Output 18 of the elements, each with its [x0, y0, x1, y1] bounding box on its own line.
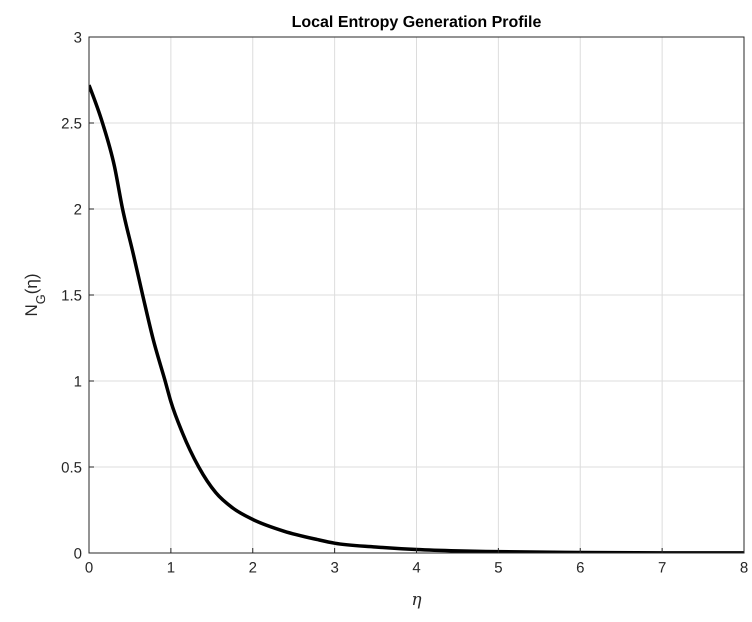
x-tick-label: 0: [84, 560, 94, 577]
y-tick-label: 1: [74, 373, 82, 390]
x-tick-label: 5: [494, 560, 503, 577]
x-tick-label: 7: [658, 560, 666, 577]
x-tick-label: 3: [330, 560, 339, 577]
chart-title: Local Entropy Generation Profile: [292, 14, 542, 31]
y-tick-label: 0.5: [61, 459, 82, 476]
x-tick-label: 4: [412, 560, 421, 577]
y-tick-label: 2: [74, 201, 82, 218]
x-tick-label: 6: [576, 560, 584, 577]
y-tick-label: 3: [74, 29, 82, 46]
y-tick-label: 2.5: [61, 115, 82, 132]
x-axis-title: η: [411, 590, 422, 610]
y-tick-label: 0: [74, 545, 82, 562]
x-tick-label: 2: [248, 560, 257, 577]
x-tick-label: 1: [166, 560, 176, 577]
y-tick-label: 1.5: [61, 287, 82, 304]
x-tick-label: 8: [740, 560, 748, 577]
